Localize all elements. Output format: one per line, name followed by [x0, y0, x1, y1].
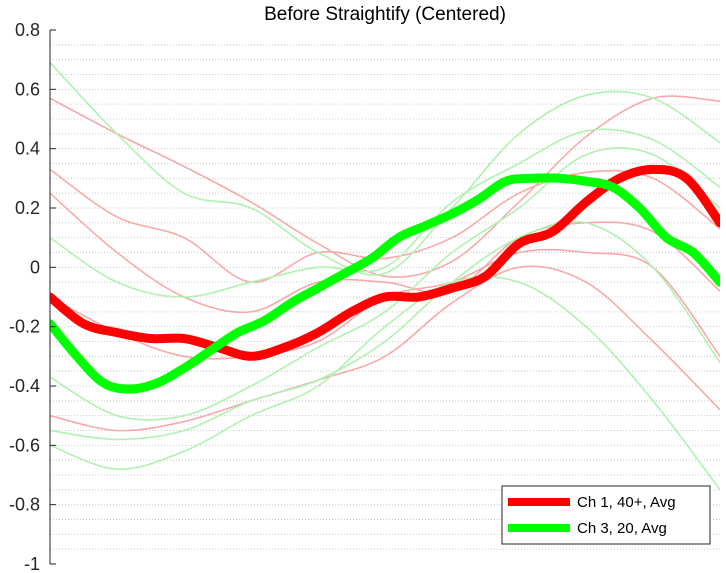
legend: Ch 1, 40+, Avg Ch 3, 20, Avg: [501, 485, 711, 545]
trial-line-ch3-trial-2: [50, 128, 720, 298]
y-tick-label: -0.6: [9, 435, 40, 455]
y-tick-label: 0.8: [15, 20, 40, 40]
trial-line-ch1-trial-2: [50, 168, 720, 284]
y-tick-label: 0.6: [15, 79, 40, 99]
y-tick-label: 0.2: [15, 198, 40, 218]
legend-box: [501, 485, 711, 545]
legend-label-ch1: Ch 1, 40+, Avg: [577, 494, 676, 511]
trial-line-ch1-trial-3: [50, 192, 720, 314]
chart-title: Before Straightify (Centered): [264, 4, 506, 25]
y-tick-label: 0.4: [15, 139, 40, 159]
y-tick-label: -1: [24, 554, 40, 573]
trial-line-ch3-trial-4: [50, 220, 720, 441]
trial-line-ch1-trial-1: [50, 95, 720, 278]
y-tick-label: -0.2: [9, 317, 40, 337]
legend-label-ch3: Ch 3, 20, Avg: [577, 520, 667, 537]
trial-lines: [50, 61, 720, 491]
y-axis: 0.8 0.6 0.4 0.2 0 -0.2 -0.4 -0.6 -0.8 -1: [9, 20, 56, 573]
trial-line-ch1-trial-5: [50, 265, 720, 432]
y-tick-label: 0: [30, 257, 40, 277]
series-line-ch-3-20-avg: [50, 173, 720, 394]
average-lines: [50, 164, 720, 394]
trial-line-ch3-trial-3: [50, 147, 720, 421]
trial-line-ch3-trial-1: [50, 61, 720, 276]
y-tick-label: -0.4: [9, 376, 40, 396]
trial-line-ch3-trial-5: [50, 275, 720, 491]
y-tick-label: -0.8: [9, 495, 40, 515]
